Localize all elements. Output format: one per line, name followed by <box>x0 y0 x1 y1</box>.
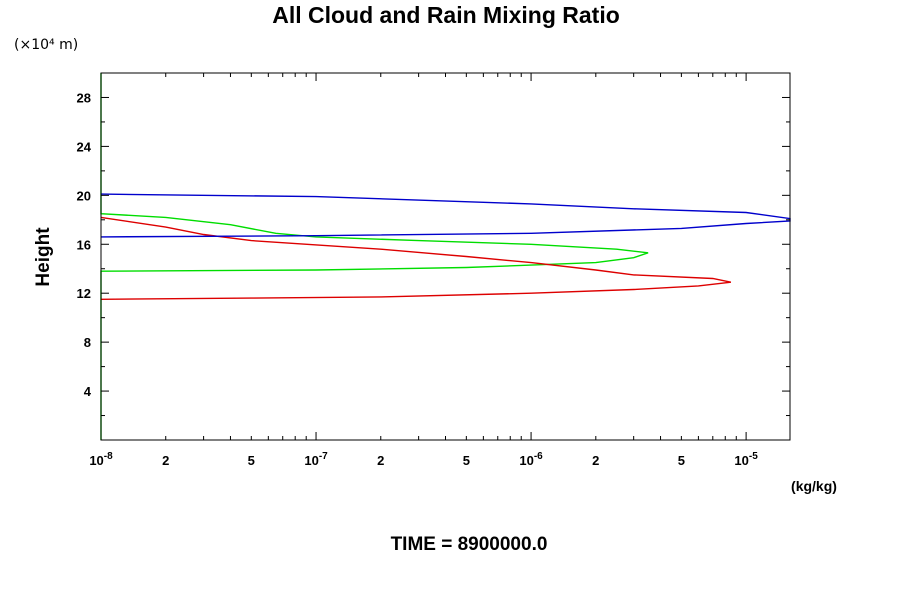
x-tick-label: 10-8 <box>89 451 113 468</box>
series-line-2 <box>100 193 791 238</box>
y-axis-label: Height <box>33 227 54 287</box>
plot-frame <box>100 72 791 441</box>
tick-layer: 4 8 12 16 20 24 28 10-8 2 5 10-7 2 5 10-6 2 5 10-5 <box>77 90 759 468</box>
x-tick-label: 5 <box>678 453 685 468</box>
y-tick-label: 20 <box>77 188 91 203</box>
x-tick-label: 5 <box>463 453 470 468</box>
x-axis-label: (kg/kg) <box>791 478 837 494</box>
x-tick-label: 10-5 <box>734 451 758 468</box>
time-label: TIME = 8900000.0 <box>391 534 548 555</box>
y-tick-label: 4 <box>84 384 92 399</box>
x-tick-label: 10-7 <box>304 451 328 468</box>
y-tick-label: 12 <box>77 286 91 301</box>
y-tick-label: 16 <box>77 237 91 252</box>
x-tick-label: 5 <box>248 453 255 468</box>
y-tick-label: 8 <box>84 335 91 350</box>
series-layer <box>100 73 791 440</box>
x-tick-label: 10-6 <box>519 451 543 468</box>
series-line-0 <box>100 73 649 440</box>
y-tick-label: 24 <box>77 139 92 154</box>
y-unit-note: (×10⁴ m) <box>14 37 78 53</box>
x-tick-label: 2 <box>592 453 599 468</box>
y-tick-label: 28 <box>77 90 91 105</box>
x-tick-label: 2 <box>377 453 384 468</box>
x-tick-label: 2 <box>162 453 169 468</box>
series-line-1 <box>100 216 732 300</box>
chart-title: All Cloud and Rain Mixing Ratio <box>272 2 620 28</box>
axis-layer <box>100 72 791 441</box>
